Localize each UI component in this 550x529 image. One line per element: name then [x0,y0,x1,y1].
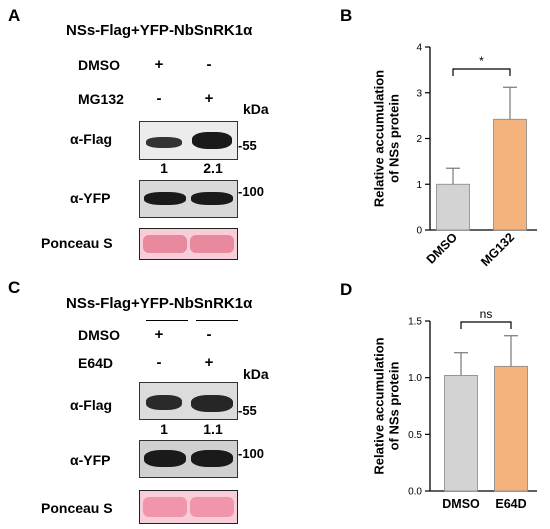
panel-a-blot-3-label: Ponceau S [41,235,113,251]
panel-a-yfp-marker: -100 [238,184,265,199]
panel-c-yfp-band-2 [191,450,233,467]
panel-c-treatment-1-sign-1: + [154,326,164,343]
panel-a-ponceau-band-2 [190,235,234,253]
panel-c-header-underline-2 [196,320,238,321]
panel-c-treatment-1-sign-2: - [206,326,212,343]
chart-d-y-tick-label: 0.5 [408,430,422,441]
bar-chart-b: 0 1 2 3 4 Relative accumulationof NSs protein… [372,43,537,269]
chart-b-significance-bracket [452,68,511,76]
panel-a-flag-quant-2: 2.1 [203,160,223,176]
panel-c-blot-1-label: α-Flag [70,397,113,413]
chart-b-y-tick-label: 0 [416,226,422,237]
chart-b-y-tick-label: 4 [416,43,422,54]
panel-letter-c: C [8,278,21,297]
panel-c-flag-band-1 [146,395,182,410]
panel-c-blot-3-label: Ponceau S [41,500,113,516]
panel-a-treatment-1-sign-2: - [206,56,212,73]
panel-c-treatment-2-label: E64D [78,355,114,371]
panel-c-yfp-band-1 [144,450,186,467]
panel-c-treatment-1-label: DMSO [78,327,120,343]
panel-c-treatment-2-sign-1: - [156,354,162,371]
panel-a-treatment-2-sign-2: + [204,90,214,107]
chart-d-significance-bracket [460,321,512,329]
chart-b-x-tick-label: DMSO [424,230,461,267]
panel-a-blot-2-label: α-YFP [70,190,111,206]
chart-b-y-axis-label: Relative accumulationof NSs protein [372,70,402,207]
chart-d-y-tick-label: 1.5 [408,317,422,328]
panel-a-flag-band-2 [192,132,232,149]
panel-c-yfp-blot [139,440,238,478]
panel-a-yfp-blot [139,180,238,218]
panel-a-treatment-2-sign-1: - [156,90,162,107]
bar-chart-d: 0.0 0.5 1.0 1.5 Relative accumulationof NSs … [372,307,537,511]
chart-b-x-tick-label: MG132 [478,230,517,269]
panel-c-ponceau-band-1 [143,497,187,517]
panel-c-flag-quant-2: 1.1 [203,421,223,437]
panel-letter-d: D [340,280,353,299]
panel-a-flag-blot [139,121,238,160]
panel-a-treatment-1-label: DMSO [78,57,120,73]
panel-c-flag-marker: -55 [238,403,257,418]
chart-b-y-tick-label: 2 [416,134,422,145]
panel-a-flag-marker: -55 [238,138,257,153]
panel-c-header: NSs-Flag+YFP-NbSnRK1α [66,295,253,312]
chart-d-significance-label: ns [480,307,493,321]
chart-d-y-tick-label: 1.0 [408,373,422,384]
chart-d-y-tick-label: 0.0 [408,487,422,498]
chart-b-y-tick-label: 3 [416,88,422,99]
chart-b-bar-mg132 [493,118,527,231]
chart-b-y-tick-label: 1 [416,180,422,191]
chart-d-bar-dmso [444,375,478,492]
panel-a-header: NSs-Flag+YFP-NbSnRK1α [66,22,253,39]
panel-c-flag-band-2 [191,395,233,412]
panel-c-ponceau-band-2 [190,497,234,517]
chart-d-x-tick-label: E64D [495,497,526,511]
panel-a-blot-1-label: α-Flag [70,131,113,147]
panel-a-yfp-band-2 [191,192,233,205]
chart-d-x-tick-label: DMSO [442,497,480,511]
chart-d-y-axis-label: Relative accumulationof NSs protein [372,337,402,474]
chart-b-bar-dmso [436,183,470,231]
panel-a-flag-band-1 [146,137,182,148]
panel-a-ponceau-blot [139,228,238,260]
panel-c-blot-2-label: α-YFP [70,452,111,468]
panel-c-ponceau-blot [139,490,238,524]
panel-letter-b: B [340,6,353,25]
chart-d-bar-e64d [494,365,528,492]
panel-c-kda-label: kDa [243,366,269,382]
panel-c-yfp-marker: -100 [238,446,265,461]
panel-a-treatment-2-label: MG132 [78,91,124,107]
panel-letter-a: A [8,6,21,25]
panel-a-flag-quant-1: 1 [160,160,168,176]
panel-c-flag-quant-1: 1 [160,421,168,437]
panel-a-yfp-band-1 [144,192,186,205]
chart-b-significance-label: * [479,54,484,68]
panel-a-ponceau-band-1 [143,235,187,253]
panel-a-kda-label: kDa [243,101,269,117]
panel-a-treatment-1-sign-1: + [154,56,164,73]
panel-c-header-underline-1 [146,320,188,321]
panel-c-flag-blot [139,382,238,420]
panel-c-treatment-2-sign-2: + [204,354,214,371]
